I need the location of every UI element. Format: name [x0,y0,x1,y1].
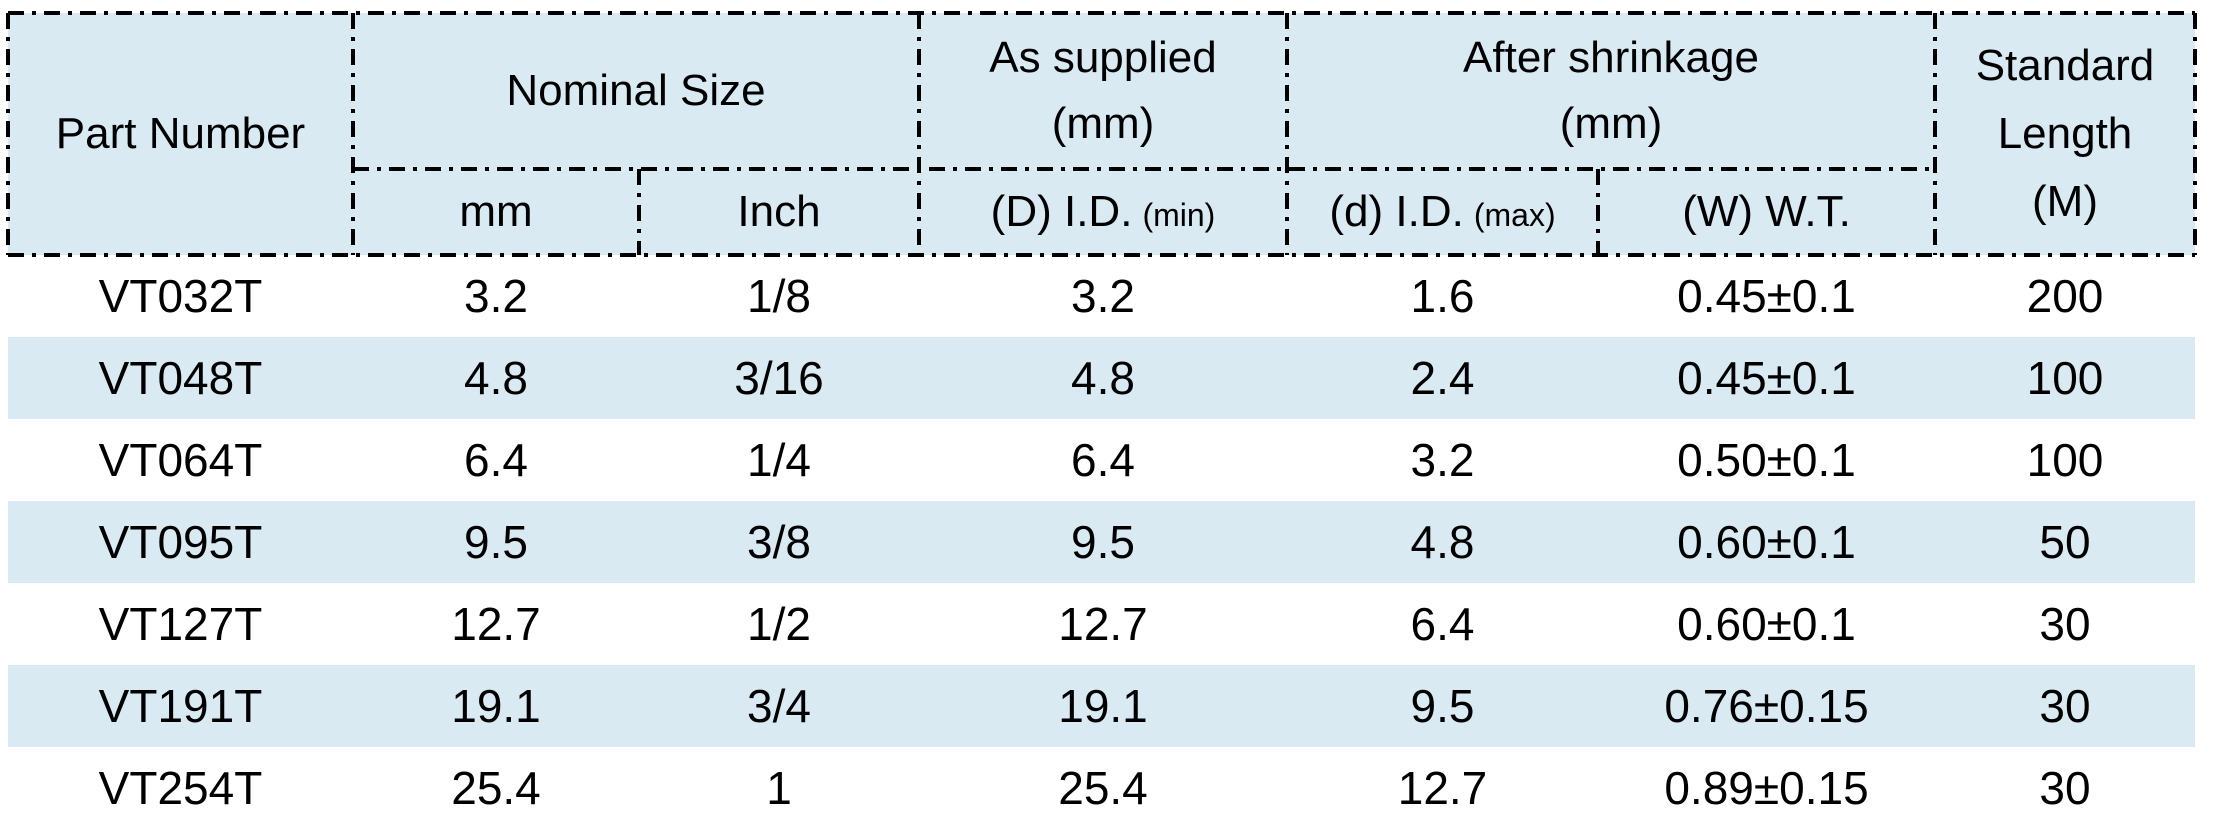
cell-standard-length: 50 [1935,501,2195,583]
cell-shrink-wt: 0.76±0.15 [1598,665,1935,747]
header-nominal-inch: Inch [639,169,919,255]
header-supplied-id-min: (D) I.D. (min) [919,169,1287,255]
cell-supplied-id-min: 12.7 [919,583,1287,665]
header-as-supplied-line1: As supplied [989,33,1217,82]
header-as-supplied-line2: (mm) [1051,99,1155,148]
cell-nominal-inch: 1/2 [639,583,919,665]
cell-shrink-id-max: 4.8 [1287,501,1598,583]
cell-supplied-id-min: 3.2 [919,255,1287,337]
header-shrink-wt: (W) W.T. [1598,169,1935,255]
cell-nominal-mm: 12.7 [353,583,639,665]
spec-table-header: Part Number Nominal Size As supplied (mm… [8,13,2195,255]
table-row: VT254T 25.4 1 25.4 12.7 0.89±0.15 30 [8,747,2195,829]
spec-table: Part Number Nominal Size As supplied (mm… [8,13,2195,829]
cell-nominal-inch: 3/16 [639,337,919,419]
cell-shrink-id-max: 3.2 [1287,419,1598,501]
cell-shrink-wt: 0.60±0.1 [1598,501,1935,583]
cell-part-number: VT127T [8,583,353,665]
header-as-supplied: As supplied (mm) [919,13,1287,169]
cell-nominal-mm: 25.4 [353,747,639,829]
cell-nominal-inch: 3/4 [639,665,919,747]
header-standard-length: Standard Length (M) [1935,13,2195,255]
header-supplied-id-min-qualifier: (min) [1142,197,1216,233]
cell-nominal-inch: 1/4 [639,419,919,501]
cell-shrink-wt: 0.60±0.1 [1598,583,1935,665]
cell-nominal-inch: 1 [639,747,919,829]
header-standard-length-line2: Length [1997,109,2133,158]
header-shrink-id-max-label: (d) I.D. [1329,187,1464,236]
table-row: VT048T 4.8 3/16 4.8 2.4 0.45±0.1 100 [8,337,2195,419]
cell-part-number: VT254T [8,747,353,829]
cell-shrink-wt: 0.89±0.15 [1598,747,1935,829]
table-row: VT191T 19.1 3/4 19.1 9.5 0.76±0.15 30 [8,665,2195,747]
header-standard-length-line1: Standard [1975,41,2155,90]
cell-shrink-wt: 0.45±0.1 [1598,255,1935,337]
cell-standard-length: 30 [1935,583,2195,665]
cell-part-number: VT048T [8,337,353,419]
cell-standard-length: 100 [1935,419,2195,501]
header-supplied-id-min-label: (D) I.D. [990,187,1133,236]
cell-part-number: VT191T [8,665,353,747]
cell-shrink-wt: 0.45±0.1 [1598,337,1935,419]
cell-shrink-id-max: 12.7 [1287,747,1598,829]
header-shrink-id-max: (d) I.D. (max) [1287,169,1598,255]
cell-nominal-inch: 3/8 [639,501,919,583]
header-nominal-mm: mm [353,169,639,255]
cell-part-number: VT032T [8,255,353,337]
cell-standard-length: 100 [1935,337,2195,419]
cell-standard-length: 30 [1935,747,2195,829]
table-row: VT064T 6.4 1/4 6.4 3.2 0.50±0.1 100 [8,419,2195,501]
cell-shrink-id-max: 1.6 [1287,255,1598,337]
cell-supplied-id-min: 9.5 [919,501,1287,583]
cell-shrink-id-max: 9.5 [1287,665,1598,747]
cell-supplied-id-min: 25.4 [919,747,1287,829]
cell-nominal-mm: 3.2 [353,255,639,337]
cell-standard-length: 30 [1935,665,2195,747]
header-after-shrinkage-line1: After shrinkage [1463,33,1759,82]
cell-nominal-mm: 6.4 [353,419,639,501]
header-part-number: Part Number [8,13,353,255]
header-shrink-id-max-qualifier: (max) [1473,197,1556,233]
cell-shrink-id-max: 2.4 [1287,337,1598,419]
cell-nominal-mm: 19.1 [353,665,639,747]
cell-part-number: VT095T [8,501,353,583]
table-row: VT032T 3.2 1/8 3.2 1.6 0.45±0.1 200 [8,255,2195,337]
cell-supplied-id-min: 6.4 [919,419,1287,501]
cell-part-number: VT064T [8,419,353,501]
cell-nominal-inch: 1/8 [639,255,919,337]
cell-supplied-id-min: 4.8 [919,337,1287,419]
header-after-shrinkage-line2: (mm) [1559,99,1663,148]
header-after-shrinkage: After shrinkage (mm) [1287,13,1935,169]
table-row: VT095T 9.5 3/8 9.5 4.8 0.60±0.1 50 [8,501,2195,583]
table-row: VT127T 12.7 1/2 12.7 6.4 0.60±0.1 30 [8,583,2195,665]
cell-supplied-id-min: 19.1 [919,665,1287,747]
cell-standard-length: 200 [1935,255,2195,337]
spec-table-body: VT032T 3.2 1/8 3.2 1.6 0.45±0.1 200 VT04… [8,255,2195,829]
cell-shrink-id-max: 6.4 [1287,583,1598,665]
cell-nominal-mm: 4.8 [353,337,639,419]
cell-nominal-mm: 9.5 [353,501,639,583]
header-standard-length-line3: (M) [2032,177,2098,226]
header-nominal-size: Nominal Size [353,13,919,169]
cell-shrink-wt: 0.50±0.1 [1598,419,1935,501]
